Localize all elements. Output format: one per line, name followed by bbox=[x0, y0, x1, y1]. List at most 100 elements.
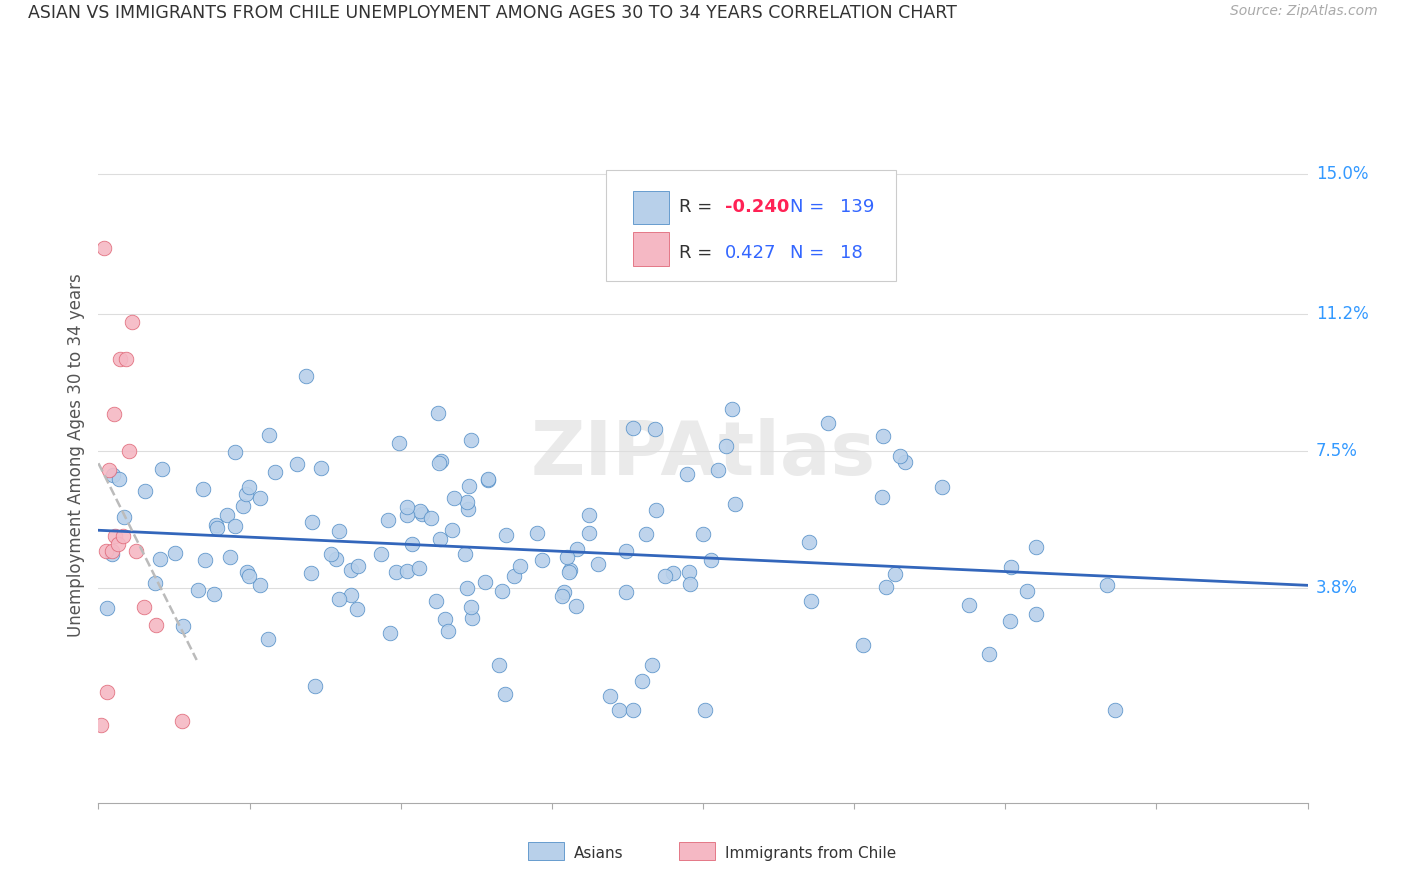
Point bbox=[634, 527, 657, 541]
Point bbox=[1104, 703, 1126, 717]
Point bbox=[249, 578, 271, 592]
Text: -0.240: -0.240 bbox=[724, 198, 789, 216]
Point bbox=[294, 368, 316, 383]
Point bbox=[285, 457, 308, 471]
Point bbox=[586, 558, 609, 572]
Point bbox=[578, 508, 600, 522]
Point bbox=[134, 483, 156, 498]
Point bbox=[132, 599, 155, 614]
Point bbox=[460, 599, 482, 614]
Point bbox=[125, 544, 148, 558]
Point bbox=[641, 658, 664, 673]
Point bbox=[437, 624, 460, 638]
Point bbox=[149, 552, 172, 566]
Point bbox=[263, 465, 285, 479]
FancyBboxPatch shape bbox=[633, 191, 669, 224]
Point bbox=[309, 460, 332, 475]
Point bbox=[460, 433, 482, 447]
Text: R =: R = bbox=[679, 198, 718, 216]
Point bbox=[98, 463, 121, 477]
FancyBboxPatch shape bbox=[679, 842, 716, 860]
Point bbox=[111, 529, 134, 543]
Point bbox=[238, 480, 260, 494]
Point bbox=[328, 592, 350, 607]
Point bbox=[530, 552, 553, 566]
FancyBboxPatch shape bbox=[527, 842, 564, 860]
Point bbox=[567, 542, 589, 557]
Point bbox=[578, 525, 600, 540]
Point bbox=[93, 241, 115, 255]
Point bbox=[249, 491, 271, 505]
Point bbox=[443, 491, 465, 505]
Text: N =: N = bbox=[790, 198, 830, 216]
Point bbox=[957, 598, 980, 612]
Point bbox=[644, 422, 666, 436]
Text: 0.427: 0.427 bbox=[724, 244, 776, 262]
Point bbox=[409, 504, 432, 518]
Point bbox=[224, 445, 246, 459]
Point bbox=[194, 553, 217, 567]
FancyBboxPatch shape bbox=[633, 232, 669, 266]
Point bbox=[408, 561, 430, 575]
Point bbox=[477, 473, 499, 487]
Text: 7.5%: 7.5% bbox=[1316, 442, 1358, 460]
Point bbox=[217, 508, 239, 522]
Point bbox=[461, 611, 484, 625]
Point bbox=[346, 601, 368, 615]
Point bbox=[526, 525, 548, 540]
Point bbox=[931, 480, 953, 494]
Point bbox=[377, 512, 399, 526]
Point bbox=[299, 566, 322, 580]
Text: 18: 18 bbox=[839, 244, 862, 262]
Point bbox=[894, 455, 917, 469]
Point bbox=[205, 521, 228, 535]
Text: Immigrants from Chile: Immigrants from Chile bbox=[724, 847, 896, 861]
Point bbox=[614, 585, 637, 599]
Point bbox=[998, 614, 1021, 628]
Point bbox=[654, 569, 676, 583]
Point bbox=[458, 478, 481, 492]
Point bbox=[325, 551, 347, 566]
Point bbox=[454, 547, 477, 561]
Point bbox=[477, 472, 499, 486]
Point bbox=[395, 508, 418, 523]
Point bbox=[143, 576, 166, 591]
Point bbox=[328, 524, 350, 538]
Point bbox=[509, 559, 531, 574]
Point bbox=[551, 589, 574, 603]
Text: 15.0%: 15.0% bbox=[1316, 165, 1368, 183]
Point bbox=[1025, 607, 1047, 621]
Point bbox=[699, 553, 721, 567]
Point bbox=[502, 569, 524, 583]
Point bbox=[883, 566, 905, 581]
Text: ZIPAtlas: ZIPAtlas bbox=[530, 418, 876, 491]
Point bbox=[256, 632, 278, 646]
Point bbox=[301, 515, 323, 529]
Point bbox=[103, 467, 125, 482]
Point bbox=[852, 638, 875, 652]
Text: 3.8%: 3.8% bbox=[1316, 579, 1358, 597]
Point bbox=[817, 417, 839, 431]
Point bbox=[662, 566, 685, 580]
Point bbox=[232, 499, 254, 513]
Point bbox=[724, 498, 747, 512]
Point bbox=[558, 566, 581, 580]
Point bbox=[678, 566, 700, 580]
Text: N =: N = bbox=[790, 244, 835, 262]
Point bbox=[456, 581, 478, 595]
Point bbox=[558, 563, 581, 577]
Point bbox=[430, 454, 453, 468]
Point bbox=[457, 501, 479, 516]
Point bbox=[388, 436, 411, 450]
Point bbox=[631, 673, 654, 688]
Point bbox=[193, 482, 215, 496]
Point bbox=[456, 495, 478, 509]
Point bbox=[101, 544, 124, 558]
Point bbox=[495, 527, 517, 541]
Point bbox=[420, 511, 443, 525]
Point bbox=[977, 648, 1000, 662]
Point bbox=[150, 462, 173, 476]
Text: R =: R = bbox=[679, 244, 724, 262]
Point bbox=[707, 463, 730, 477]
Point bbox=[112, 509, 135, 524]
